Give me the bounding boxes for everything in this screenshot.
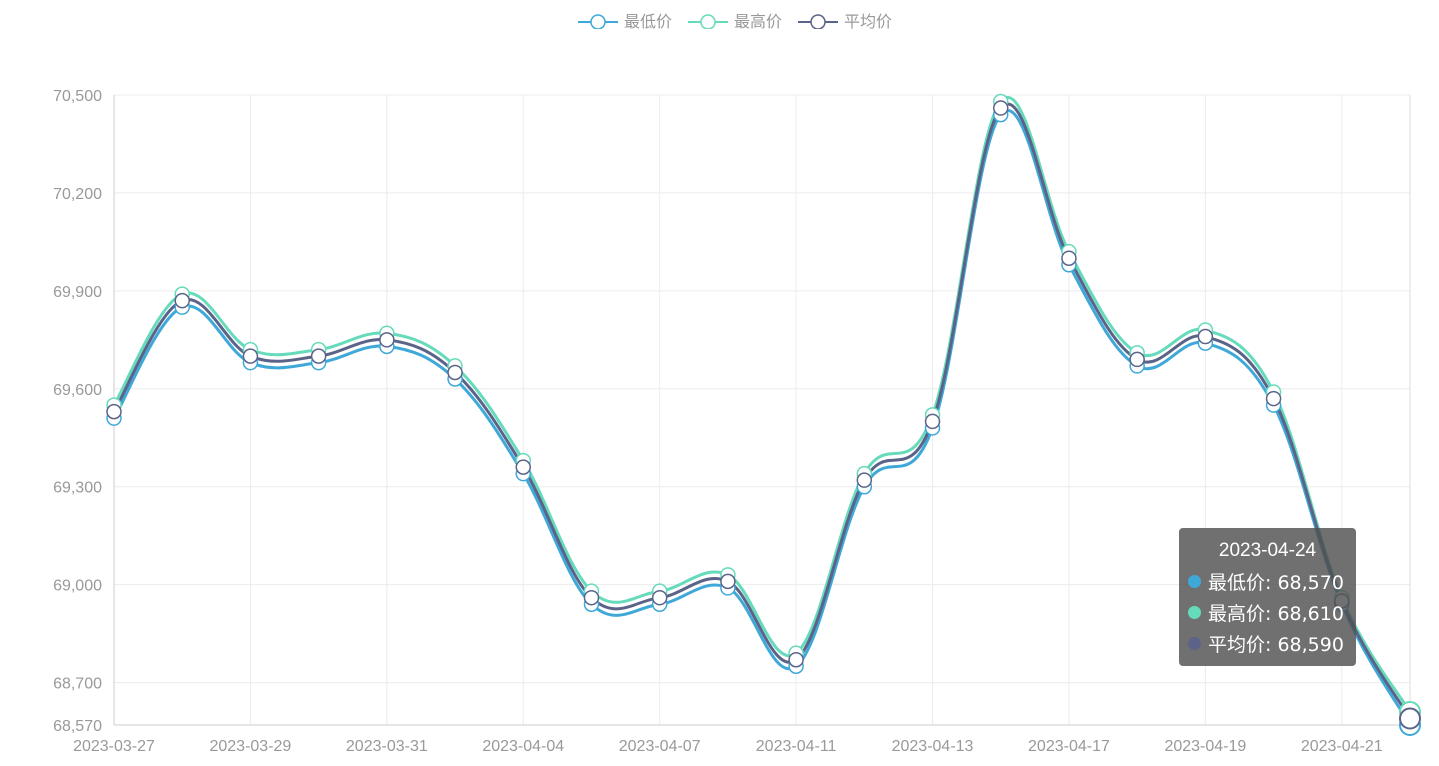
legend-item-highest[interactable]: 最高价 [688,8,782,32]
y-tick-label: 69,000 [53,578,102,595]
tooltip-row-average: 平均价: 68,590 [1179,628,1356,659]
x-tick-label: 2023-03-29 [209,738,291,755]
legend-line-circle-icon [688,14,729,29]
data-point-average[interactable] [924,413,941,430]
y-tick-label: 69,600 [53,382,102,399]
legend-item-lowest[interactable]: 最低价 [578,8,672,32]
data-point-average[interactable] [242,348,259,364]
series-color-dot [1188,637,1201,650]
y-tick-label: 68,570 [53,718,102,735]
data-point-average[interactable] [174,292,190,309]
x-tick-label: 2023-04-17 [1028,738,1110,755]
y-tick-label: 69,900 [53,284,102,301]
series-color-dot [1188,575,1201,588]
data-point-average[interactable] [447,364,463,381]
y-tick-label: 69,300 [53,480,102,497]
y-tick-label: 70,500 [53,88,102,105]
tooltip-row-highest: 最高价: 68,610 [1179,597,1356,628]
x-tick-label: 2023-04-07 [619,738,701,755]
data-point-average[interactable] [720,573,736,590]
x-tick-label: 2023-04-04 [482,738,564,755]
series-color-dot [1188,606,1201,619]
data-point-average[interactable] [1129,351,1145,368]
series-points [106,93,1421,736]
legend-label: 最高价 [734,12,783,31]
y-axis-tick-labels: 68,570 68,700 69,000 69,300 69,600 69,900 70,2… [53,88,102,735]
tooltip: 2023-04-24 最低价: 68,570 最高价: 68,610 平均价: … [1179,528,1356,666]
data-point-average[interactable] [379,332,395,348]
x-tick-label: 2023-04-21 [1301,738,1383,755]
data-point-average[interactable] [106,403,122,420]
data-point-average[interactable] [1061,250,1077,266]
data-point-average[interactable] [583,589,600,606]
x-tick-label: 2023-04-19 [1164,738,1246,755]
y-tick-label: 70,200 [53,186,102,203]
data-point-average[interactable] [515,459,532,475]
tooltip-title: 2023-04-24 [1218,540,1317,561]
legend-item-average[interactable]: 平均价 [798,8,892,32]
tooltip-row-text: 最低价: 68,570 [1208,572,1344,594]
tooltip-row-text: 最高价: 68,610 [1208,603,1344,625]
legend-label: 最低价 [624,12,673,31]
data-point-average[interactable] [1197,328,1214,345]
legend-line-circle-icon [578,14,618,29]
legend-label: 平均价 [844,12,893,31]
x-tick-label: 2023-03-27 [73,738,155,755]
tooltip-row-lowest: 最低价: 68,570 [1179,566,1356,597]
x-tick-label: 2023-04-13 [892,738,974,755]
x-axis-tick-labels: 2023-03-27 2023-03-29 2023-03-31 2023-04-04… [73,738,1383,755]
data-point-average[interactable] [1265,390,1282,407]
tooltip-row-text: 平均价: 68,590 [1208,634,1344,656]
x-tick-label: 2023-03-31 [346,738,428,755]
data-point-average[interactable] [310,348,327,364]
data-point-average[interactable] [1399,707,1421,730]
data-point-average[interactable] [992,100,1009,116]
legend: 最低价 最高价 平均价 [578,8,892,32]
data-point-average[interactable] [651,589,668,606]
x-tick-label: 2023-04-11 [756,738,837,755]
legend-line-circle-icon [798,14,839,29]
y-tick-label: 68,700 [53,676,102,693]
data-point-average[interactable] [856,472,873,488]
data-point-average[interactable] [788,651,804,668]
